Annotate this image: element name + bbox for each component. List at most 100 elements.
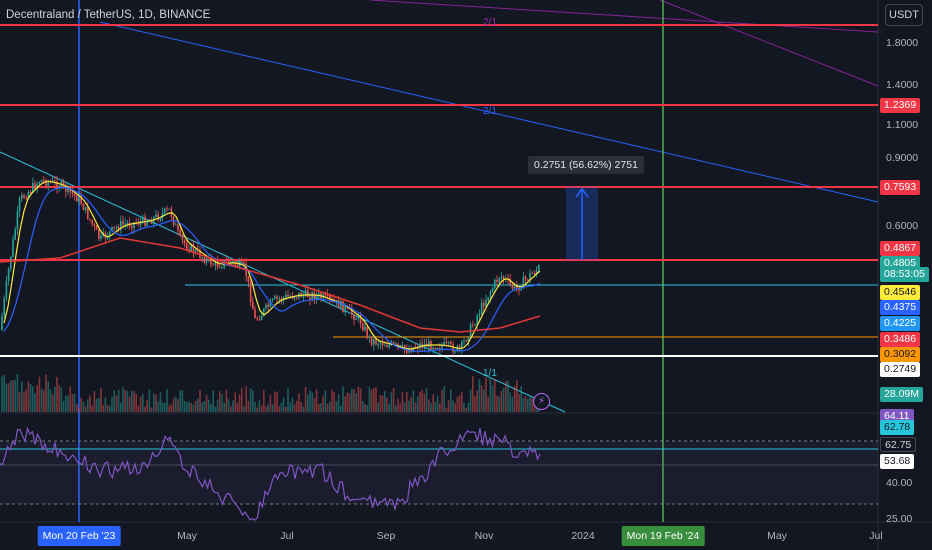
volume-bar xyxy=(406,391,408,412)
volume-bar xyxy=(344,396,346,412)
candle-body xyxy=(236,264,239,267)
candle-body xyxy=(89,218,91,220)
candle-body xyxy=(527,279,529,281)
volume-bar xyxy=(32,386,34,412)
time-axis-tick: Jul xyxy=(280,530,294,542)
candle-body xyxy=(538,265,540,271)
volume-bar xyxy=(428,399,430,412)
candle-body xyxy=(531,272,533,274)
volume-bar xyxy=(267,404,269,412)
ma-yellow-line xyxy=(3,180,541,350)
volume-bar xyxy=(102,404,104,412)
candle-body xyxy=(247,275,250,283)
candle-body xyxy=(73,193,76,196)
volume-bar xyxy=(245,386,247,412)
candle-body xyxy=(16,211,19,230)
candle-body xyxy=(249,282,252,303)
candle-body xyxy=(478,313,481,316)
candle-body xyxy=(296,297,298,299)
candle-body xyxy=(450,342,452,344)
volume-bar xyxy=(410,396,412,412)
volume-bar xyxy=(153,393,155,412)
volume-bar xyxy=(463,402,465,412)
volume-bar xyxy=(333,392,335,412)
volume-bar xyxy=(443,386,445,412)
volume-bar xyxy=(533,404,536,412)
volume-bar xyxy=(375,387,377,412)
volume-bar xyxy=(318,403,320,412)
candle-body xyxy=(115,227,118,229)
candle-body xyxy=(95,226,98,230)
volume-bar xyxy=(208,399,210,412)
candle-body xyxy=(388,344,390,348)
symbol-title[interactable]: Decentraland / TetherUS, 1D, BINANCE xyxy=(6,9,211,21)
currency-button[interactable]: USDT xyxy=(885,4,923,26)
candle-body xyxy=(214,261,217,265)
candle-body xyxy=(166,208,168,210)
volume-bar xyxy=(128,396,131,412)
candle-body xyxy=(496,280,498,283)
candle-body xyxy=(150,220,153,224)
volume-bar xyxy=(498,396,500,412)
volume-bar xyxy=(142,393,144,412)
candle-body xyxy=(205,257,208,263)
candle-body xyxy=(29,192,32,194)
candle-body xyxy=(375,339,377,345)
volume-bar xyxy=(16,374,19,412)
volume-bar xyxy=(247,400,250,412)
volume-bar xyxy=(100,388,102,412)
volume-bar xyxy=(509,392,511,412)
candle-body xyxy=(100,235,102,239)
volume-bar xyxy=(485,377,487,412)
candle-body xyxy=(51,180,54,183)
candle-body xyxy=(487,297,489,301)
volume-bar xyxy=(137,405,140,412)
candle-body xyxy=(381,343,384,346)
volume-bar xyxy=(181,390,184,412)
volume-bar xyxy=(51,394,54,412)
candle-body xyxy=(40,179,43,183)
price-label-badge: 08:53:05 xyxy=(880,267,929,282)
candle-body xyxy=(454,351,456,353)
volume-bar xyxy=(230,406,232,412)
volume-bar xyxy=(287,387,289,412)
candle-body xyxy=(190,244,192,252)
candle-body xyxy=(120,221,122,231)
candle-body xyxy=(142,216,144,222)
price-label-badge: 0.4546 xyxy=(880,285,921,300)
alert-bolt-icon[interactable]: ⚡ xyxy=(533,393,550,410)
candle-body xyxy=(307,290,309,298)
volume-bar xyxy=(241,387,243,412)
candle-body xyxy=(157,214,159,220)
candle-body xyxy=(45,180,47,187)
volume-bar xyxy=(67,395,69,412)
candle-body xyxy=(98,229,100,239)
volume-bar xyxy=(353,389,355,412)
candle-body xyxy=(146,222,148,226)
time-axis-tick: Nov xyxy=(474,530,494,542)
candle-body xyxy=(384,345,386,347)
volume-bar xyxy=(201,402,203,412)
candle-body xyxy=(379,343,382,345)
volume-bar xyxy=(505,380,507,412)
volume-bar xyxy=(322,395,324,412)
volume-bar xyxy=(395,404,397,412)
volume-bar xyxy=(300,402,302,412)
volume-bar xyxy=(5,383,8,412)
volume-bar xyxy=(388,403,390,412)
candle-body xyxy=(269,300,272,308)
fan-line-purple xyxy=(659,0,879,87)
volume-bar xyxy=(122,387,124,412)
candle-body xyxy=(62,181,65,185)
price-axis-tick: 1.8000 xyxy=(886,37,919,49)
volume-bar xyxy=(58,385,60,412)
volume-bar xyxy=(425,388,428,412)
volume-bar xyxy=(95,398,98,412)
volume-bar xyxy=(260,405,263,412)
volume-bar xyxy=(1,376,3,412)
volume-bar xyxy=(232,400,234,412)
candle-body xyxy=(175,224,177,226)
volume-bar xyxy=(190,403,192,412)
candle-body xyxy=(274,296,276,299)
